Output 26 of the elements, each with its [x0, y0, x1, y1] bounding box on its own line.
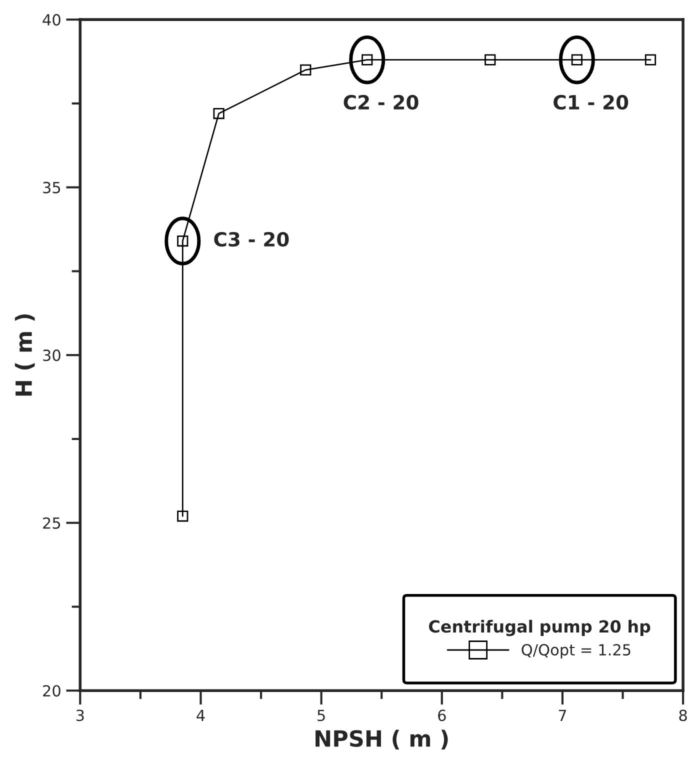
point: [213, 108, 224, 120]
x-axis-title: NPSH ( m ): [316, 730, 448, 750]
legend-title: Centrifugal pump 20 hp: [429, 620, 650, 636]
y-tick-label: 25: [43, 517, 60, 529]
x-tick-label: 5: [318, 710, 325, 722]
x-tick-label: 8: [679, 710, 687, 722]
y-tick-label: 20: [43, 685, 60, 697]
x-tick-label: 7: [558, 710, 566, 721]
point: [300, 64, 312, 76]
point: [484, 54, 496, 66]
annotation: C3 - 20: [214, 232, 289, 247]
y-tick-label: 35: [43, 182, 60, 194]
point: [362, 54, 373, 66]
point: [644, 54, 656, 66]
annotation: C1 - 20: [554, 94, 628, 110]
point: [177, 510, 188, 522]
x-tick-label: 4: [196, 710, 205, 721]
x-tick-label: 3: [76, 710, 84, 722]
y-axis-title: H ( m ): [14, 314, 35, 396]
x-tick-label: 6: [438, 710, 446, 722]
y-tick-label: 30: [43, 350, 60, 362]
legend-label: Q/Qopt = 1.25: [522, 644, 630, 659]
point: [177, 235, 188, 247]
y-tick-label: 40: [42, 14, 60, 26]
point: [571, 54, 583, 66]
annotation: C2 - 20: [344, 94, 418, 110]
